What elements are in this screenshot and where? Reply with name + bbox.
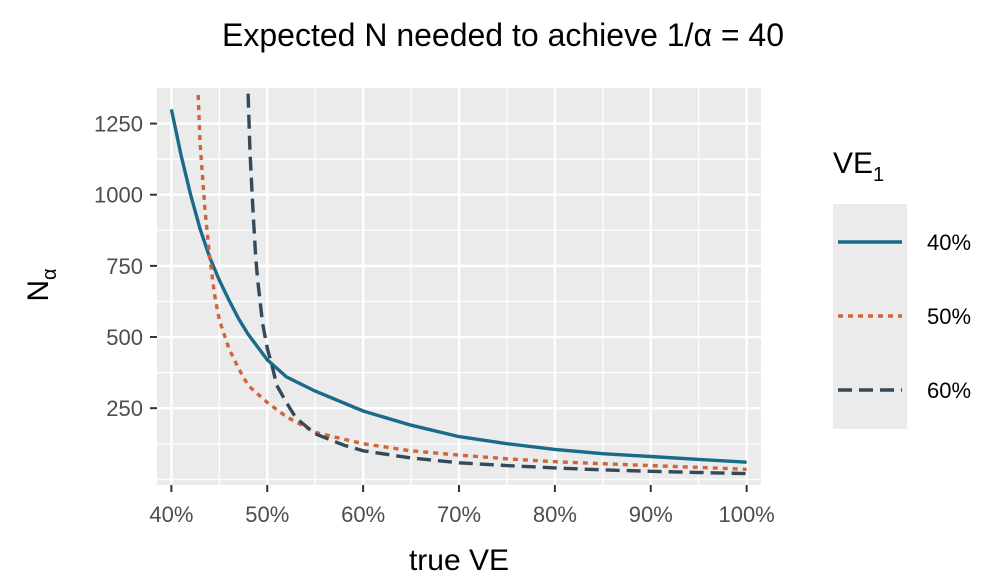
legend-label: 40% [927,230,971,255]
legend-title-subscript: 1 [873,164,884,186]
legend: 40% 50% 60% [838,230,971,403]
y-axis-label: N [22,280,55,302]
legend-label: 60% [927,378,971,403]
legend-label: 50% [927,304,971,329]
x-tick-label: 100% [718,502,774,527]
x-tick-label: 60% [341,502,385,527]
series-line-60 [246,93,747,476]
legend-title-text: VE [833,147,873,180]
y-tick-label: 500 [106,325,143,350]
series-layer [169,93,747,476]
axes: 40% 50% 60% 70% 80% 90% 100% 250 500 750 1000 1250 [94,112,775,527]
x-tick-label: 40% [149,502,193,527]
x-axis-title: true VE [409,544,509,577]
y-tick-label: 250 [106,396,143,421]
y-tick-label: 1250 [94,112,143,137]
grid [157,88,761,485]
y-axis-subscript: α [39,268,61,280]
x-tick-label: 70% [437,502,481,527]
y-tick-label: 1000 [94,183,143,208]
x-tick-label: 90% [629,502,673,527]
svg-text:Nα: Nα [22,268,61,301]
series-line-40 [169,108,747,464]
series-line-50 [196,95,747,471]
y-tick-label: 750 [106,254,143,279]
x-tick-label: 80% [533,502,577,527]
y-axis-title: Nα [22,268,61,301]
x-tick-label: 50% [245,502,289,527]
legend-title: VE1 [833,147,884,186]
chart-title: Expected N needed to achieve 1/α = 40 [222,17,784,53]
